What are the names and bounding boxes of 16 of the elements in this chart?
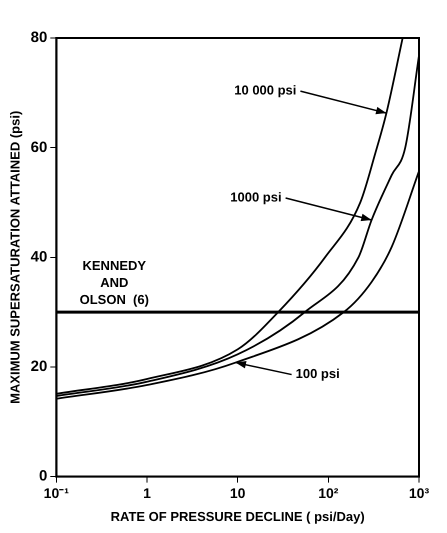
y-axis-title: MAXIMUM SUPERSATURATION ATTAINED (psi) bbox=[7, 110, 22, 404]
x-tick-label: 10³ bbox=[408, 484, 430, 501]
x-tick-label: 10⁻¹ bbox=[44, 484, 70, 501]
y-tick-label: 20 bbox=[30, 358, 48, 376]
x-tick-label: 1 bbox=[143, 484, 152, 501]
annotation: 100 psi bbox=[296, 366, 340, 382]
ref-line-label: KENNEDY AND OLSON (6) bbox=[80, 258, 149, 308]
y-tick-label: 40 bbox=[30, 248, 48, 266]
x-tick-label: 10² bbox=[318, 484, 339, 501]
y-tick-label: 80 bbox=[30, 29, 48, 46]
y-tick-label: 60 bbox=[30, 138, 48, 156]
annotation: 10 000 psi bbox=[234, 82, 296, 98]
x-tick-label: 10 bbox=[230, 484, 246, 501]
annotation: 1000 psi bbox=[230, 190, 282, 205]
y-tick-label: 0 bbox=[38, 468, 48, 485]
x-axis-title: RATE OF PRESSURE DECLINE ( psi/Day) bbox=[110, 508, 365, 524]
